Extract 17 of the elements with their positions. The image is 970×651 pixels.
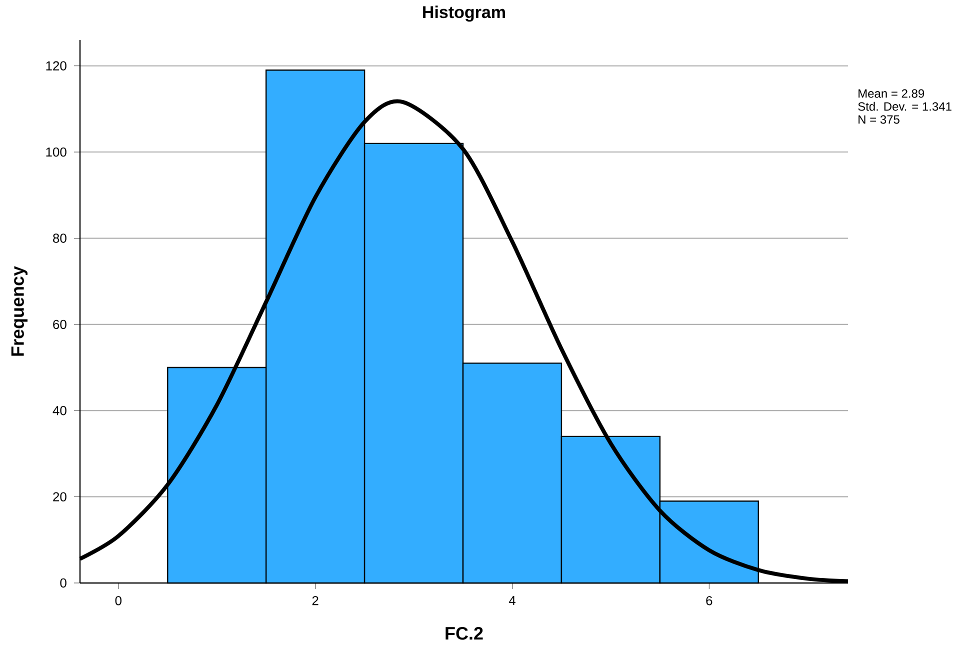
x-tick-label: 2 [312,596,318,606]
y-tick-label: 0 [60,578,66,588]
x-tick-label: 6 [706,596,712,606]
y-tick-label: 120 [46,61,66,70]
x-tick-label: 0 [115,596,122,606]
text: Mean = 2.89 [858,89,924,98]
y-axis-title: Frequency [11,266,28,356]
chart-title: Histogram [423,6,505,22]
text: Std. Dev. = 1.341 [858,102,952,111]
x-axis-title: FC.2 [446,626,483,640]
text: N = 375 [858,115,900,124]
x-tick-label: 4 [508,596,516,605]
y-tick-label: 40 [52,406,66,416]
y-tick-label: 80 [53,234,66,243]
y-tick-label: 20 [53,492,66,502]
y-tick-label: 60 [53,320,66,330]
y-tick-label: 100 [46,147,66,157]
